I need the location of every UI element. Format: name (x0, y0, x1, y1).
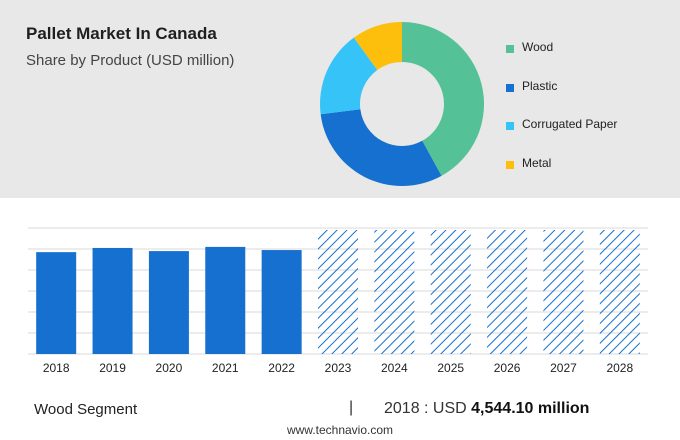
segment-value-prefix: 2018 : USD (384, 400, 472, 417)
chart-subtitle: Share by Product (USD million) (26, 52, 235, 69)
x-tick-label-2022: 2022 (268, 361, 295, 375)
x-tick-label-2024: 2024 (381, 361, 408, 375)
forecast-bar-2026 (487, 230, 528, 354)
legend-swatch-plastic (506, 83, 514, 92)
x-tick-label-2019: 2019 (99, 361, 126, 375)
legend-swatch-wood (506, 45, 514, 53)
x-tick-label-2021: 2021 (212, 361, 239, 375)
donut-slice-wood (402, 22, 484, 176)
legend-item-corrugated-paper: Corrugated Paper (506, 117, 617, 156)
legend-label-plastic: Plastic (522, 78, 558, 93)
x-tick-label-2025: 2025 (437, 361, 464, 375)
donut-legend: Wood Plastic Corrugated Paper Metal (506, 40, 617, 194)
x-tick-label-2023: 2023 (325, 361, 352, 375)
legend-label-wood: Wood (522, 40, 554, 54)
legend-swatch-metal (506, 160, 514, 169)
forecast-bar-2025 (430, 230, 471, 354)
legend-swatch-corrugated-paper (506, 122, 514, 130)
legend-label-metal: Metal (522, 155, 552, 170)
x-tick-label-2020: 2020 (156, 361, 183, 375)
bar-2022 (261, 250, 302, 354)
bar-2018 (36, 252, 77, 354)
segment-value: 2018 : USD 4,544.10 million (384, 400, 589, 418)
segment-value-amount: 4,544.10 million (471, 400, 590, 417)
x-tick-label-2018: 2018 (43, 361, 70, 375)
legend-item-metal: Metal (506, 156, 617, 195)
segment-label: Wood Segment (34, 401, 138, 418)
forecast-bar-2023 (318, 230, 358, 354)
donut-slice-plastic (320, 109, 442, 186)
bar-2021 (205, 246, 246, 354)
bar-chart: 2018 2019 2020 2021 2022 2023 2024 2025 2026 2027… (28, 227, 648, 375)
x-tick-label-2026: 2026 (494, 361, 521, 375)
x-tick-label-2027: 2027 (550, 361, 577, 375)
forecast-bar-2024 (374, 230, 415, 354)
footer-separator: | (349, 399, 354, 416)
donut-chart (320, 22, 484, 186)
donut-slice-corrugated-paper (320, 37, 378, 115)
forecast-bar-2028 (599, 230, 640, 354)
legend-item-wood: Wood (506, 40, 617, 79)
forecast-bar-2027 (543, 230, 584, 354)
x-tick-label-2028: 2028 (606, 361, 633, 375)
chart-title: Pallet Market In Canada (26, 24, 217, 43)
bar-2020 (148, 251, 189, 354)
legend-label-corrugated-paper: Corrugated Paper (522, 117, 618, 131)
legend-item-plastic: Plastic (506, 79, 617, 118)
donut-slice-metal (353, 22, 402, 71)
brand-url: www.technavio.com (286, 423, 394, 437)
bar-2019 (92, 247, 133, 354)
